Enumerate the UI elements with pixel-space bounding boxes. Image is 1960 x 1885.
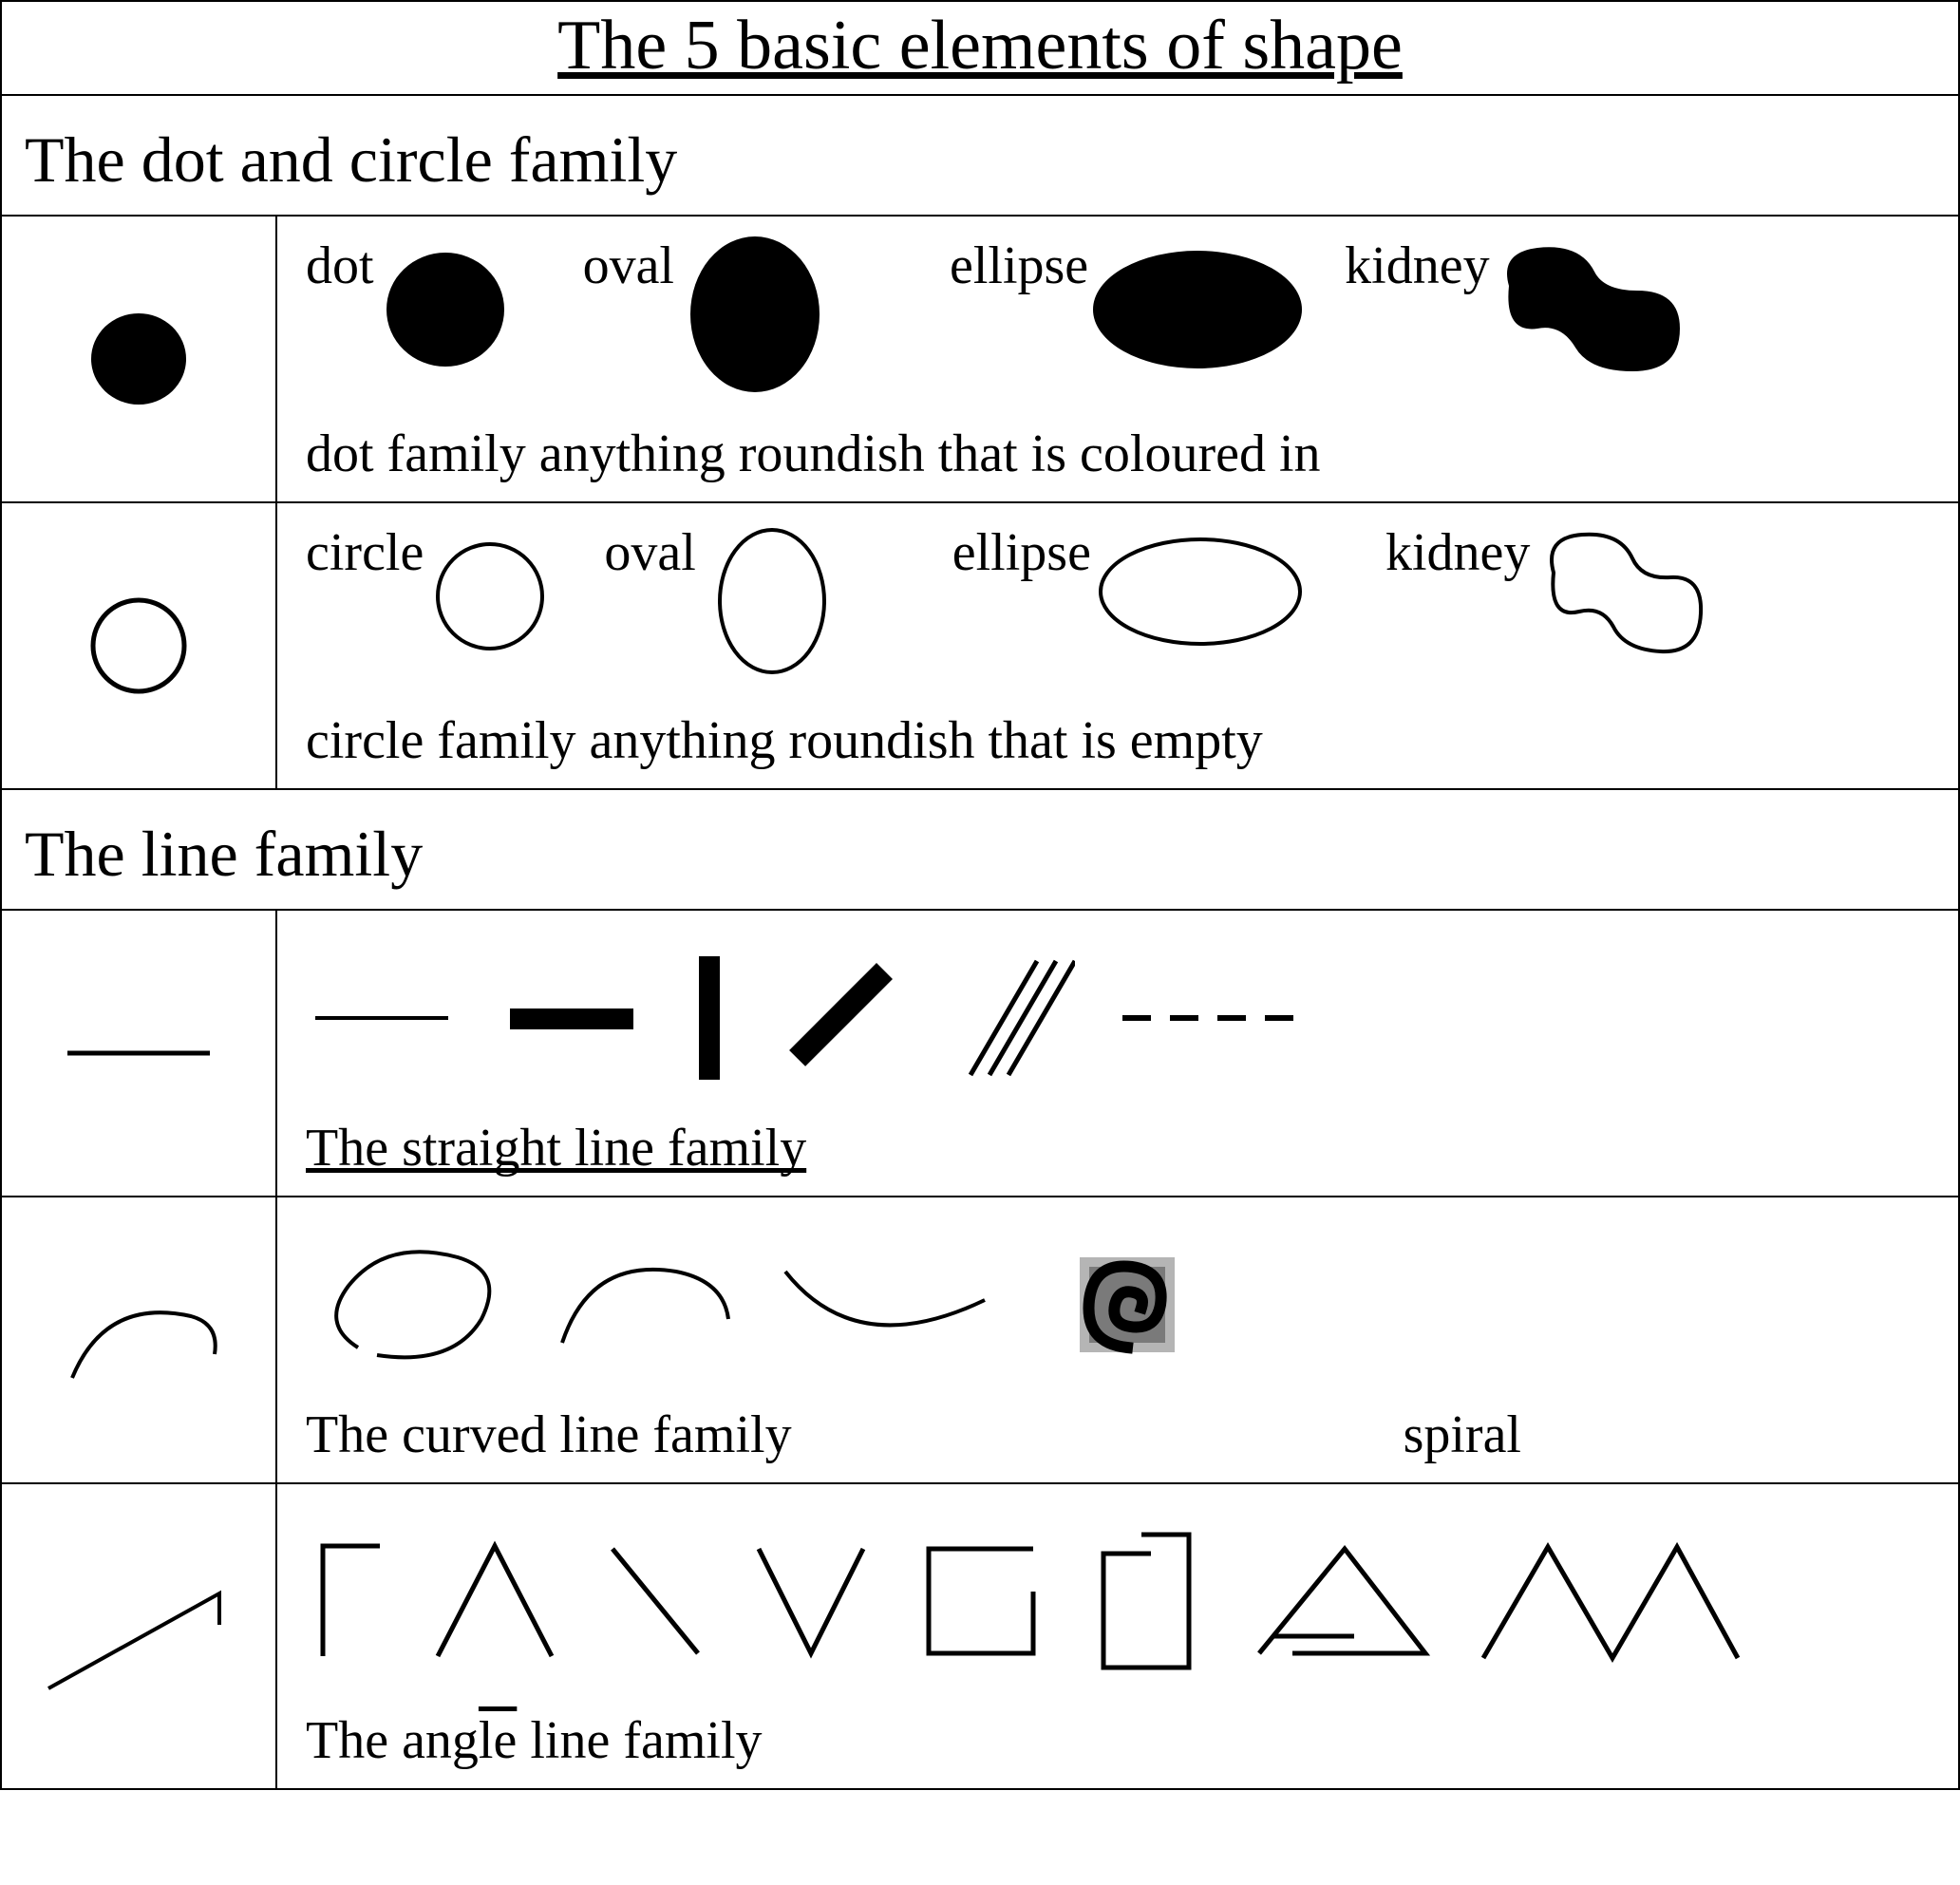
section-header-dot-circle: The dot and circle family: [2, 96, 1958, 217]
open-square-icon: [910, 1530, 1052, 1672]
label: oval: [583, 234, 674, 292]
zigzag-icon: [1472, 1530, 1747, 1672]
row-content: circle oval ellipse kidney: [277, 503, 1958, 788]
row-icon: [2, 503, 277, 788]
ellipse-outline-icon: [1091, 520, 1310, 653]
desc-text-pre: The ang: [306, 1711, 479, 1770]
row-description-split: The curved line family spiral: [306, 1404, 1930, 1465]
example-kidney-outline: kidney: [1385, 520, 1710, 672]
spiral-icon: [1065, 1243, 1189, 1367]
arc-top-icon: [543, 1248, 743, 1362]
thick-vertical-icon: [686, 952, 733, 1084]
thin-line-icon: [306, 999, 458, 1037]
circle-shape-icon: [424, 520, 556, 663]
label: dot: [306, 234, 374, 292]
thick-line-icon: [496, 999, 648, 1037]
row-curved-line: The curved line family spiral: [2, 1197, 1958, 1484]
corner-icon: [306, 1535, 391, 1668]
dashed-line-icon: [1113, 999, 1312, 1037]
row-description: The straight line family: [306, 1118, 1930, 1178]
loose-oval-icon: [306, 1234, 515, 1376]
example-oval-outline: oval: [604, 520, 838, 682]
worksheet: The 5 basic elements of shape The dot an…: [0, 0, 1960, 1790]
row-content: dot oval ellipse kidney do: [277, 217, 1958, 501]
example-ellipse: ellipse: [950, 234, 1307, 376]
swoosh-icon: [771, 1248, 999, 1362]
row-icon: [2, 911, 277, 1196]
desc-text-over: le: [479, 1711, 517, 1770]
desc-text-post: line family: [517, 1711, 762, 1770]
page-title: The 5 basic elements of shape: [2, 2, 1958, 96]
desc-right: spiral: [1404, 1404, 1521, 1465]
desc-left: The curved line family: [306, 1404, 792, 1465]
ellipse-filled-icon: [1088, 234, 1307, 376]
row-content: The curved line family spiral: [277, 1197, 1958, 1482]
backslash-icon: [598, 1535, 712, 1668]
example-kidney: kidney: [1345, 234, 1688, 386]
kidney-outline-icon: [1530, 520, 1710, 672]
row-description: dot family anything roundish that is col…: [306, 424, 1930, 484]
examples: circle oval ellipse kidney: [306, 520, 1930, 682]
example-dot: dot: [306, 234, 517, 376]
row-description: circle family anything roundish that is …: [306, 710, 1930, 771]
dot-shape-icon: [374, 234, 517, 376]
line-examples: [306, 928, 1930, 1089]
example-ellipse-outline: ellipse: [952, 520, 1310, 653]
row-description: The angle line family: [306, 1710, 1930, 1771]
label: oval: [604, 520, 695, 579]
dot-filled-icon: [82, 302, 196, 416]
row-icon: [2, 1197, 277, 1482]
label: ellipse: [952, 520, 1091, 579]
row-content: The straight line family: [277, 911, 1958, 1196]
example-oval: oval: [583, 234, 836, 395]
row-angle-line: The angle line family: [2, 1484, 1958, 1790]
vee-icon: [744, 1535, 877, 1668]
curve-arc-icon: [48, 1288, 229, 1392]
label: kidney: [1345, 234, 1489, 292]
straight-line-icon: [53, 1025, 224, 1082]
open-rect-icon: [1084, 1520, 1208, 1682]
oval-filled-icon: [674, 234, 836, 395]
caret-icon: [424, 1535, 566, 1668]
example-circle: circle: [306, 520, 556, 663]
oval-outline-icon: [696, 520, 839, 682]
row-content: The angle line family: [277, 1484, 1958, 1788]
section-header-line: The line family: [2, 790, 1958, 911]
thick-diagonal-icon: [771, 952, 904, 1084]
row-icon: [2, 217, 277, 501]
label: ellipse: [950, 234, 1088, 292]
angle-examples: [306, 1501, 1930, 1682]
row-icon: [2, 1484, 277, 1788]
kidney-filled-icon: [1490, 234, 1689, 386]
angle-line-icon: [34, 1570, 243, 1703]
triangle-icon: [1240, 1530, 1440, 1672]
triple-diagonal-icon: [942, 947, 1075, 1089]
label: kidney: [1385, 520, 1530, 579]
row-straight-line: The straight line family: [2, 911, 1958, 1197]
row-circle-family: circle oval ellipse kidney: [2, 503, 1958, 790]
examples: dot oval ellipse kidney: [306, 234, 1930, 395]
circle-outline-icon: [82, 589, 196, 703]
curve-examples: [306, 1215, 1930, 1376]
label: circle: [306, 520, 424, 579]
row-dot-family: dot oval ellipse kidney do: [2, 217, 1958, 503]
